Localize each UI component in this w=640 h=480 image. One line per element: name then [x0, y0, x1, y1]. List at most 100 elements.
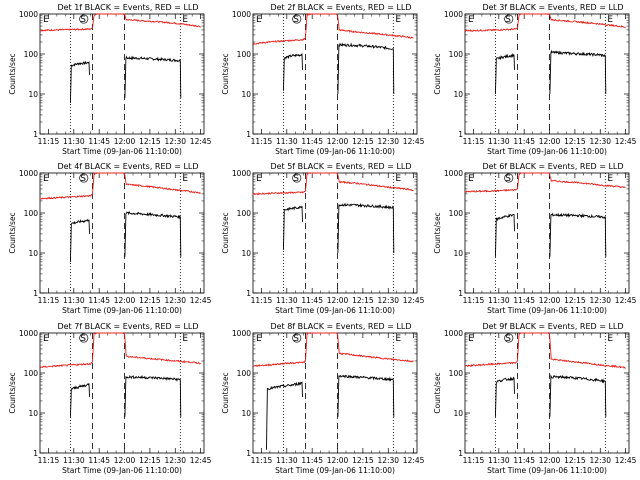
y-tick-label: 1	[458, 289, 463, 298]
x-tick-label: 12:30	[377, 137, 399, 146]
mid-marker-circle	[292, 173, 302, 183]
y-tick-label: 1000	[19, 329, 38, 338]
x-tick-label: 11:15	[38, 456, 60, 465]
x-tick-label: 11:15	[251, 456, 273, 465]
events-series-line	[337, 42, 395, 95]
events-series-line	[282, 53, 303, 91]
y-axis-label: Counts/sec	[8, 212, 17, 253]
panel-det-4: Det 4f BLACK = Events, RED = LLD E S E 1 10 10…	[8, 162, 212, 315]
panel-det-1: Det 1f BLACK = Events, RED = LLD E S E 1 10 10…	[8, 3, 212, 156]
y-axis-label: Counts/sec	[221, 372, 230, 413]
x-tick-label: 12:30	[164, 137, 186, 146]
panel-det-6: Det 6f BLACK = Events, RED = LLD E S E 1 10 10…	[433, 162, 637, 315]
mid-marker-circle	[79, 173, 89, 183]
plot-frame	[39, 332, 205, 454]
panel-title: Det 1f BLACK = Events, RED = LLD	[57, 3, 198, 12]
y-tick-label: 1000	[232, 329, 251, 338]
x-tick-label: 11:30	[488, 456, 510, 465]
x-tick-label: 12:00	[539, 456, 561, 465]
x-tick-label: 11:30	[276, 296, 298, 305]
y-tick-label: 10	[28, 409, 38, 418]
x-tick-label: 12:00	[114, 137, 136, 146]
start-marker-label: E	[256, 15, 262, 25]
mid-marker-circle	[504, 333, 514, 343]
x-tick-label: 12:30	[589, 456, 611, 465]
x-tick-label: 12:30	[164, 296, 186, 305]
end-marker-label: E	[182, 174, 188, 184]
x-axis-label: Start Time (09-Jan-06 11:10:00)	[275, 306, 395, 315]
end-marker-label: E	[395, 15, 401, 25]
events-series-line	[266, 381, 303, 450]
x-tick-label: 12:45	[190, 137, 212, 146]
panel-det-8: Det 8f BLACK = Events, RED = LLD E S E 1 10 10…	[221, 322, 425, 475]
y-axis-label: Counts/sec	[433, 53, 442, 94]
lld-series-line	[39, 332, 201, 369]
start-marker-label: E	[468, 15, 474, 25]
mid-marker-label: S	[80, 174, 86, 184]
x-tick-label: 11:45	[513, 296, 535, 305]
panel-title: Det 7f BLACK = Events, RED = LLD	[57, 322, 198, 331]
y-tick-label: 1	[458, 449, 463, 458]
lld-series-line	[464, 13, 626, 33]
x-tick-label: 12:45	[190, 296, 212, 305]
y-tick-label: 10	[241, 249, 251, 258]
y-tick-label: 10	[28, 90, 38, 99]
mid-marker-label: S	[293, 334, 299, 344]
y-tick-label: 100	[237, 209, 252, 218]
x-tick-label: 11:30	[63, 137, 85, 146]
x-tick-label: 11:45	[513, 137, 535, 146]
mid-marker-label: S	[80, 334, 86, 344]
plot-frame	[252, 172, 418, 294]
lld-series-line	[464, 172, 626, 194]
y-tick-label: 100	[237, 369, 252, 378]
x-tick-label: 12:45	[190, 456, 212, 465]
mid-marker-circle	[504, 14, 514, 24]
events-series-line	[494, 52, 515, 95]
y-tick-label: 10	[453, 249, 463, 258]
events-series-line	[549, 49, 607, 95]
x-tick-label: 11:30	[63, 296, 85, 305]
x-tick-label: 11:15	[251, 296, 273, 305]
x-tick-label: 12:45	[615, 456, 637, 465]
x-axis-label: Start Time (09-Jan-06 11:10:00)	[62, 306, 182, 315]
y-tick-label: 10	[453, 90, 463, 99]
lld-series-line	[39, 13, 201, 32]
x-tick-label: 12:15	[139, 296, 161, 305]
mid-marker-label: S	[505, 174, 511, 184]
y-tick-label: 1000	[444, 169, 463, 178]
y-axis-label: Counts/sec	[8, 372, 17, 413]
x-tick-label: 12:00	[539, 296, 561, 305]
x-tick-label: 11:45	[513, 456, 535, 465]
start-marker-label: E	[468, 174, 474, 184]
start-marker-label: E	[256, 174, 262, 184]
lld-series-line	[253, 332, 414, 367]
y-tick-label: 10	[453, 409, 463, 418]
end-marker-label: E	[182, 334, 188, 344]
x-tick-label: 11:45	[88, 456, 110, 465]
x-tick-label: 11:15	[251, 137, 273, 146]
x-tick-label: 12:15	[564, 137, 586, 146]
x-tick-label: 11:30	[276, 137, 298, 146]
events-series-line	[549, 212, 607, 257]
mid-marker-label: S	[505, 334, 511, 344]
mid-marker-circle	[79, 333, 89, 343]
x-tick-label: 12:15	[139, 456, 161, 465]
panel-title: Det 6f BLACK = Events, RED = LLD	[482, 162, 623, 171]
x-tick-label: 11:15	[463, 296, 485, 305]
events-series-line	[69, 218, 90, 262]
x-tick-label: 12:00	[327, 296, 349, 305]
y-tick-label: 100	[24, 369, 39, 378]
panel-title: Det 8f BLACK = Events, RED = LLD	[270, 322, 411, 331]
panel-title: Det 5f BLACK = Events, RED = LLD	[270, 162, 411, 171]
panel-det-9: Det 9f BLACK = Events, RED = LLD E S E 1 10 10…	[433, 322, 637, 475]
x-tick-label: 12:30	[589, 296, 611, 305]
x-tick-label: 12:15	[352, 137, 374, 146]
x-tick-label: 12:15	[139, 137, 161, 146]
end-marker-label: E	[607, 174, 613, 184]
x-tick-label: 12:30	[589, 137, 611, 146]
mid-marker-label: S	[505, 15, 511, 25]
y-axis-label: Counts/sec	[433, 212, 442, 253]
events-series-line	[124, 374, 182, 417]
y-tick-label: 1	[246, 130, 251, 139]
x-axis-label: Start Time (09-Jan-06 11:10:00)	[487, 306, 607, 315]
